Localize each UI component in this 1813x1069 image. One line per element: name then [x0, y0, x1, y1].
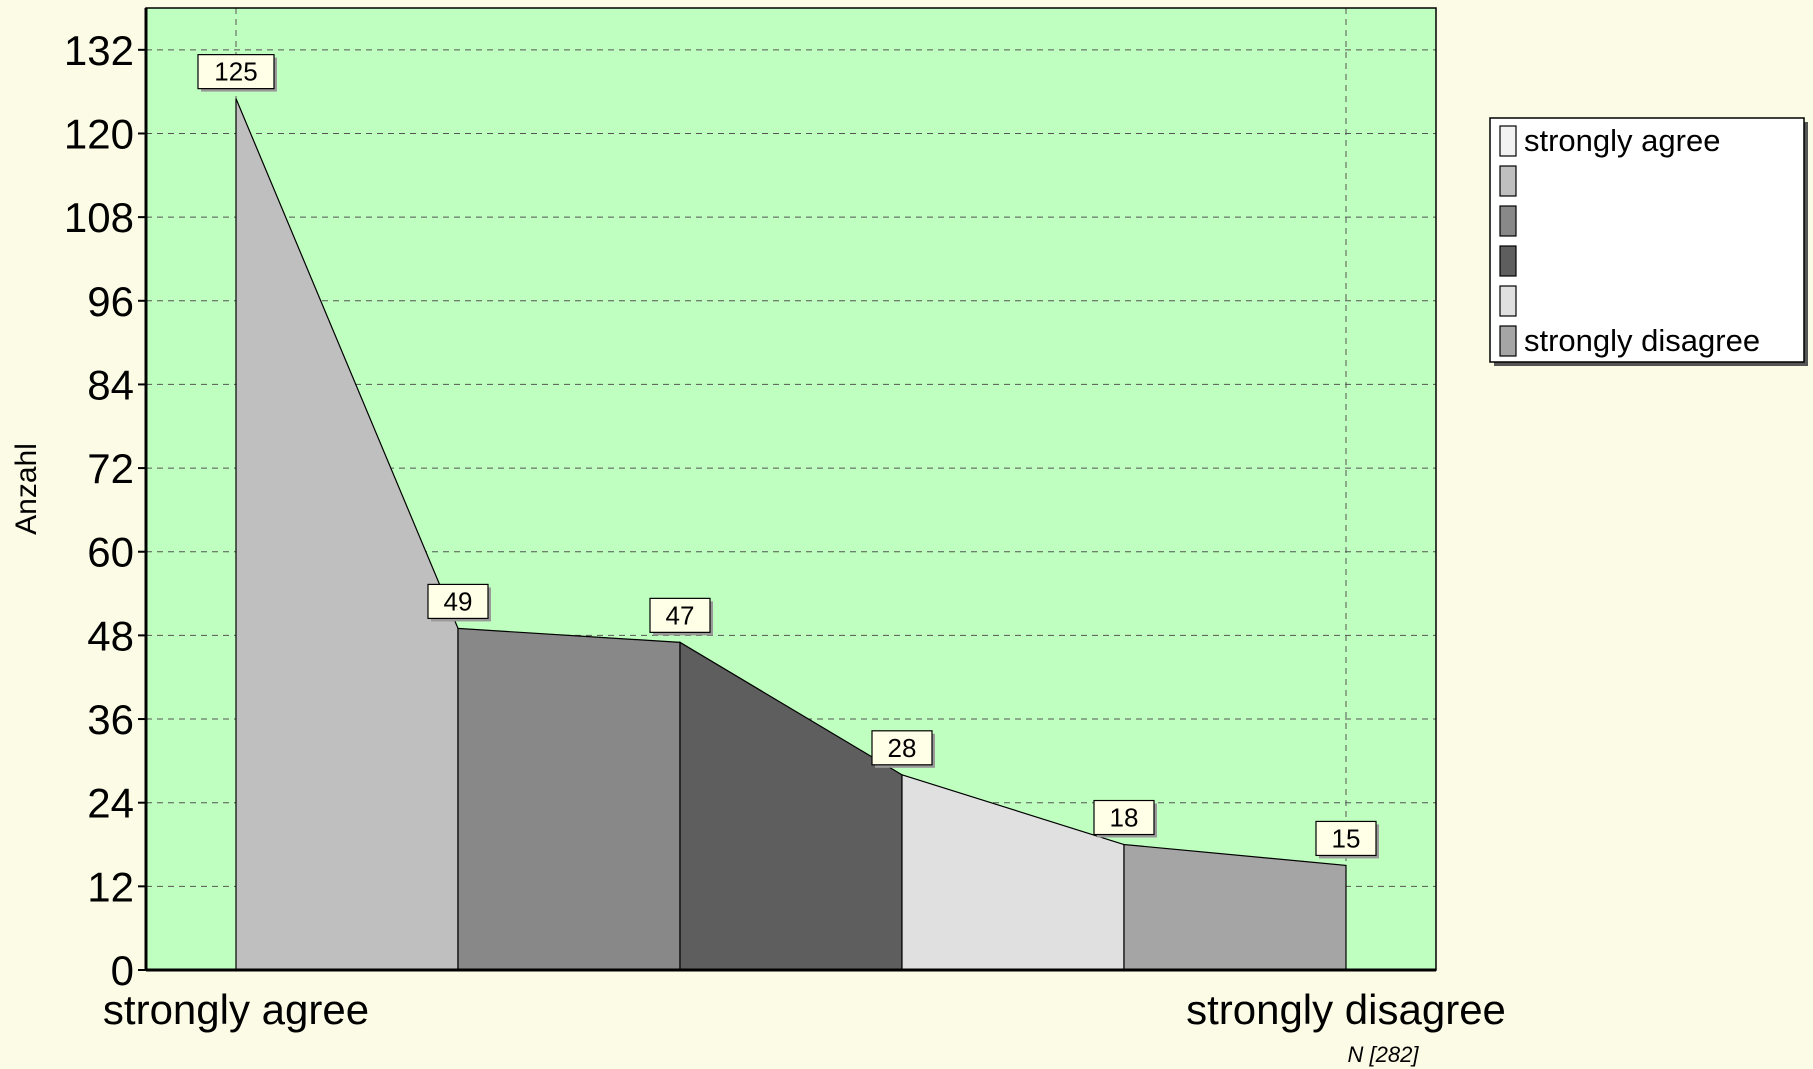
x-tick-labels: strongly agree strongly disagree	[103, 986, 1506, 1033]
y-tick-label: 132	[64, 27, 134, 74]
data-label-box	[197, 54, 275, 90]
data-label-2: 49	[427, 583, 491, 622]
legend-item-3	[1499, 205, 1517, 237]
x-tick-label-first: strongly agree	[103, 986, 369, 1033]
legend-swatch	[1499, 325, 1517, 357]
data-label-box	[427, 583, 489, 620]
legend-label: strongly disagree	[1524, 323, 1760, 358]
data-label-5: 18	[1093, 799, 1157, 838]
y-tick-label: 60	[87, 529, 134, 576]
data-label-value: 49	[444, 586, 473, 616]
y-tick-label: 72	[87, 445, 134, 492]
y-tick-label: 0	[111, 947, 134, 994]
n-label: N [282]	[1348, 1042, 1420, 1067]
y-axis-label: Anzahl	[10, 443, 43, 535]
legend-item-2	[1499, 165, 1517, 197]
legend-swatch	[1499, 245, 1517, 277]
legend-swatch	[1499, 125, 1517, 157]
y-tick-label: 12	[87, 863, 134, 910]
area-segments	[235, 98, 1347, 971]
y-tick-label: 108	[64, 194, 134, 241]
legend-item-4	[1499, 245, 1517, 277]
y-tick-label: 48	[87, 612, 134, 659]
legend-swatch	[1499, 165, 1517, 197]
area-segment-2	[457, 627, 681, 971]
data-label-4: 28	[871, 730, 935, 768]
legend-swatch	[1499, 205, 1517, 237]
y-tick-label: 36	[87, 696, 134, 743]
y-tick-label: 120	[64, 110, 134, 157]
y-tick-label: 24	[87, 780, 134, 827]
legend-item-6: strongly disagree	[1499, 323, 1760, 358]
data-label-3: 47	[649, 597, 713, 636]
y-tick-labels: 0 12 24 36 48 60 72 84 96 108 120 132	[64, 27, 134, 994]
data-label-box	[1093, 799, 1155, 836]
data-label-box	[649, 597, 711, 633]
legend-item-5	[1499, 285, 1517, 317]
data-label-value: 125	[214, 57, 257, 87]
data-label-value: 28	[888, 733, 917, 763]
legend-label: strongly agree	[1524, 123, 1720, 158]
area-segment-5	[1123, 843, 1347, 971]
data-label-1: 125	[197, 54, 277, 92]
legend-box	[1489, 117, 1805, 363]
data-label-box	[1315, 820, 1377, 857]
legend-swatch	[1499, 285, 1517, 317]
data-label-6: 15	[1315, 820, 1379, 859]
axes	[138, 7, 1437, 972]
data-label-box	[871, 730, 933, 766]
x-tick-label-last: strongly disagree	[1186, 986, 1506, 1033]
y-tick-label: 96	[87, 278, 134, 325]
y-tick-label: 84	[87, 361, 134, 408]
legend-item-1: strongly agree	[1499, 123, 1720, 158]
legend: strongly agree strongly disagree	[1489, 117, 1808, 366]
data-label-value: 15	[1332, 823, 1361, 853]
data-labels: 125 49 47 28 18 15	[197, 54, 1379, 859]
data-label-value: 47	[666, 600, 695, 630]
data-label-value: 18	[1110, 803, 1139, 833]
